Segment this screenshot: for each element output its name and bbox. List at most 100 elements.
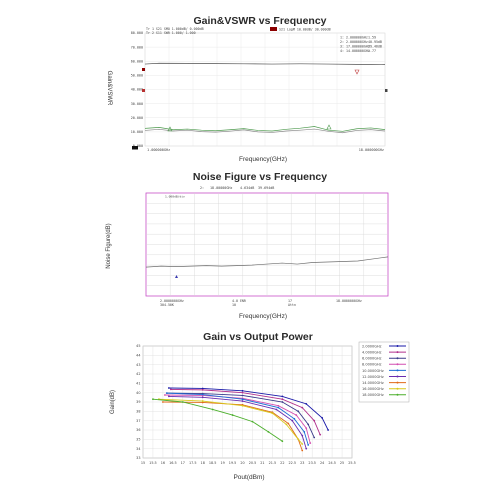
chart3-y-tick-label: 39 bbox=[136, 400, 140, 404]
chart1-y-tick-label: 30.000 bbox=[131, 102, 143, 106]
chart3-point bbox=[287, 422, 290, 425]
chart1-y-tick-label: 80.000 bbox=[131, 31, 143, 35]
chart1-x-start-label: 1.000000GHz bbox=[147, 148, 170, 152]
chart3-point bbox=[241, 404, 244, 407]
chart3-y-tick-label: 42 bbox=[136, 372, 140, 376]
chart3-x-tick-label: 24 bbox=[320, 461, 324, 465]
chart1-series-group bbox=[144, 62, 386, 134]
chart2-series-group bbox=[145, 256, 389, 268]
chart3-point bbox=[231, 414, 234, 416]
chart3-legend-label: 18.0000GHz bbox=[362, 393, 384, 397]
chart3-legend-label: 16.0000GHz bbox=[362, 387, 384, 391]
chart3-point bbox=[327, 429, 330, 431]
chart3-x-tick-label: 25.5 bbox=[348, 461, 356, 465]
chart1-y-tick-label: 10.000 bbox=[131, 130, 143, 134]
chart3-legend: 2.0000GHz 4.0000GHz 6.0000GHz 8.0000GHz 10.0… bbox=[362, 344, 406, 397]
chart3-point bbox=[305, 427, 308, 430]
chart3-point bbox=[305, 402, 308, 405]
chart3-point bbox=[165, 392, 168, 395]
chart2-footer-start-bottom: 304.50K bbox=[160, 303, 174, 307]
chart-gain-vs-pout: Gain vs Output Power 15 15.5 16 16.5 17 17.5 1… bbox=[110, 331, 410, 481]
chart3-point bbox=[297, 438, 300, 441]
chart3-point bbox=[281, 395, 284, 398]
chart3-legend-dot bbox=[396, 351, 399, 354]
chart3-legend-label: 8.0000GHz bbox=[362, 363, 382, 367]
chart1-y-tick-label: 20.000 bbox=[131, 116, 143, 120]
chart1-marker-2-label: 2: bbox=[340, 40, 344, 44]
chart1-marker-3-label: 3: bbox=[340, 45, 344, 49]
chart3-x-tick-label: 17.5 bbox=[189, 461, 197, 465]
chart3-legend-dot bbox=[396, 393, 399, 396]
chart3-legend-dot bbox=[396, 363, 399, 366]
chart3-point bbox=[169, 388, 172, 391]
chart2-marker-triangle bbox=[175, 275, 178, 278]
chart2-footer-attn-bottom: Attn bbox=[288, 303, 296, 307]
chart1-marker-table: 1: 2.000000GHz 1.59 2: 2.000000GHz 40.95… bbox=[340, 36, 382, 54]
chart3-title: Gain vs Output Power bbox=[203, 331, 313, 343]
chart3-point bbox=[291, 419, 294, 422]
chart3-point bbox=[319, 433, 322, 436]
chart3-point bbox=[305, 447, 308, 450]
chart3-point bbox=[295, 414, 298, 416]
chart3-series-2 bbox=[169, 388, 322, 436]
chart1-title: Gain&VSWR vs Frequency bbox=[193, 15, 326, 27]
chart3-point bbox=[281, 398, 284, 401]
chart3-point bbox=[307, 444, 310, 446]
chart3-point bbox=[301, 449, 304, 452]
chart3-y-tick-label: 41 bbox=[136, 382, 140, 386]
chart3-y-tick-label: 34 bbox=[136, 447, 140, 451]
chart3-legend-dot bbox=[396, 369, 399, 372]
chart1-grid bbox=[145, 33, 385, 146]
chart3-point bbox=[241, 394, 244, 397]
chart3-point bbox=[167, 395, 170, 398]
chart3-point bbox=[309, 442, 312, 444]
chart3-y-tick-label: 37 bbox=[136, 419, 140, 423]
chart1-ref-marker-left bbox=[142, 68, 145, 71]
chart1-series-line-3 bbox=[144, 128, 386, 134]
chart3-x-tick-label: 21 bbox=[260, 461, 264, 465]
chart2-footer-attn-top: 17 bbox=[288, 299, 292, 303]
chart3-point bbox=[201, 396, 204, 399]
chart3-point bbox=[303, 430, 306, 433]
chart1-y-tick-label: 70.000 bbox=[131, 45, 143, 49]
chart3-point bbox=[277, 406, 280, 409]
chart3-point bbox=[275, 408, 278, 411]
chart3-x-tick-label: 17 bbox=[181, 461, 185, 465]
chart3-series-6 bbox=[167, 395, 308, 450]
chart3-point bbox=[281, 440, 284, 443]
chart3-point bbox=[167, 387, 170, 389]
chart1-marker-1-freq: 2.000000GHz bbox=[346, 36, 368, 40]
chart3-point bbox=[201, 388, 204, 391]
chart1-marker-1-value: 1.59 bbox=[368, 36, 376, 40]
chart3-legend-dot bbox=[396, 357, 399, 360]
chart3-legend-label: 2.0000GHz bbox=[362, 344, 382, 348]
chart3-point bbox=[181, 401, 184, 403]
chart2-grid bbox=[146, 193, 388, 296]
chart1-y-tick-label: 40.000 bbox=[131, 88, 143, 92]
chart3-legend-dot bbox=[396, 345, 399, 347]
chart1-x-axis-label: Frequency(GHz) bbox=[239, 156, 287, 163]
chart3-x-tick-label: 21.5 bbox=[269, 461, 277, 465]
chart1-y-tick-label: 50.000 bbox=[131, 74, 143, 78]
chart3-point bbox=[162, 401, 164, 403]
chart3-legend-dot bbox=[396, 381, 399, 384]
chart3-point bbox=[152, 398, 154, 401]
chart3-point bbox=[164, 394, 166, 396]
chart1-marker-1-triangle bbox=[167, 126, 173, 132]
chart1-marker-3-triangle bbox=[354, 69, 360, 75]
chart3-x-tick-label: 20.5 bbox=[249, 461, 257, 465]
chart3-point bbox=[281, 401, 284, 403]
chart3-series-5 bbox=[165, 392, 310, 446]
chart-noise-figure: Noise Figure vs Frequency 2: 18.00000GHz… bbox=[106, 171, 389, 320]
chart3-series-9 bbox=[152, 398, 284, 443]
chart3-point bbox=[313, 436, 316, 439]
chart3-point bbox=[201, 387, 204, 390]
chart3-point bbox=[211, 408, 214, 411]
chart3-legend-dot bbox=[396, 387, 399, 390]
chart1-marker-3-freq: 17.000000GHz bbox=[346, 45, 370, 49]
chart2-y-axis-label: Noise Figure(dB) bbox=[106, 223, 112, 268]
chart1-header-swatch bbox=[270, 27, 277, 31]
chart1-marker-3-value: 39.46dB bbox=[368, 45, 382, 49]
chart3-legend-label: 12.0000GHz bbox=[362, 375, 384, 379]
